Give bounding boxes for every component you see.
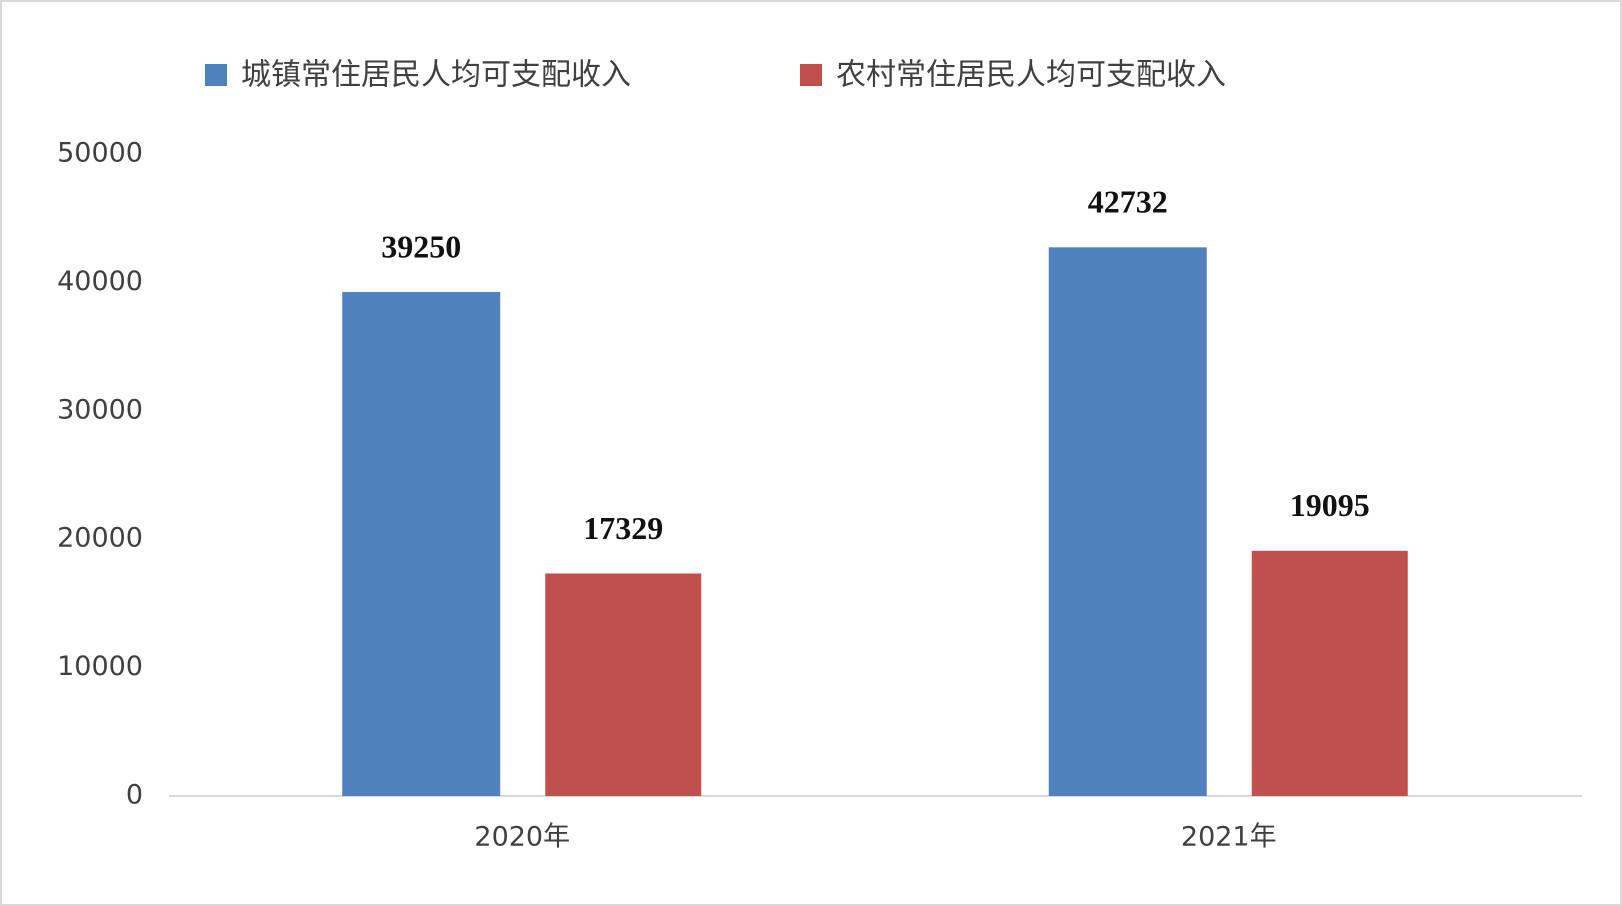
value-label: 17329 [583,510,663,546]
y-tick-label: 0 [126,780,143,811]
value-label: 39250 [381,228,461,264]
y-tick-label: 20000 [57,523,143,554]
y-tick-label: 10000 [57,651,143,682]
value-label: 42732 [1088,184,1168,220]
legend-swatch [205,64,227,86]
y-tick-label: 40000 [57,266,143,297]
bar [1048,247,1207,797]
bar [1251,550,1408,796]
value-label: 19095 [1290,487,1370,523]
bar [545,573,702,796]
bar [342,292,501,796]
legend-swatch [800,64,822,86]
legend-label: 城镇常住居民人均可支配收入 [241,58,631,93]
legend-label: 农村常住居民人均可支配收入 [836,58,1226,93]
y-tick-label: 50000 [57,138,143,169]
y-tick-label: 30000 [57,394,143,425]
x-tick-label: 2021年 [1181,822,1277,853]
x-tick-label: 2020年 [474,822,570,853]
